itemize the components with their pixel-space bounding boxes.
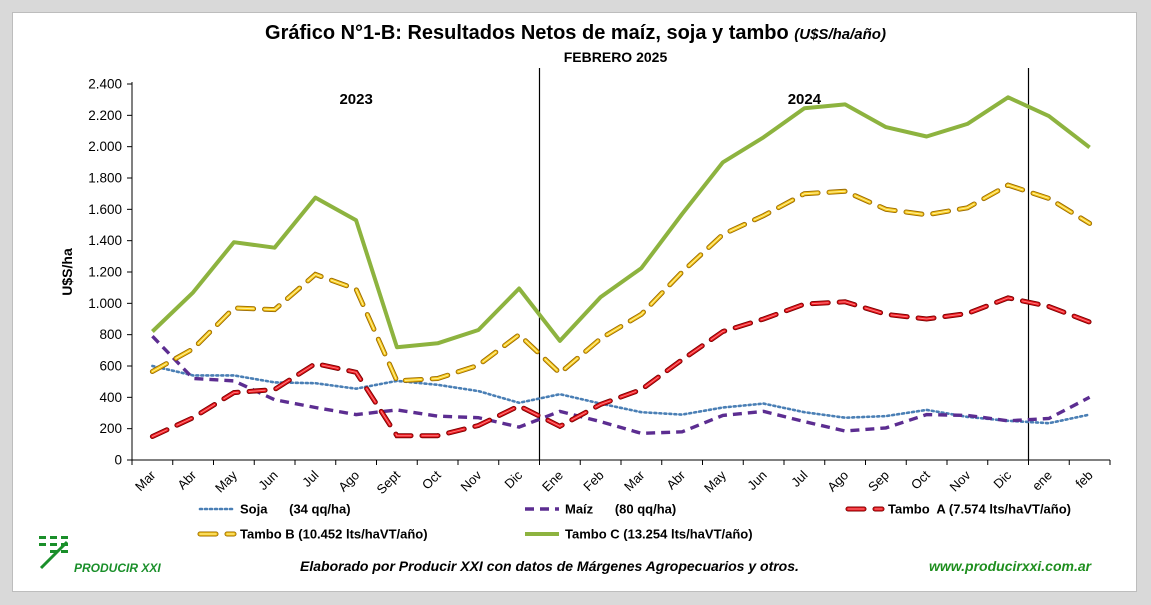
series-path [149,295,1093,439]
y-tick-label: 1.800 [88,171,122,186]
x-tick-label: May [701,467,729,495]
series-line [151,364,1091,425]
series-path [151,335,1091,436]
x-tick-label: Jun [744,468,769,493]
x-tick-label: Jul [299,467,321,489]
series-path [150,296,1092,439]
y-tick-label: 1.200 [88,265,122,280]
y-tick-label: 2.400 [88,77,122,92]
chart-title-text: Gráfico N°1-B: Resultados Netos de maíz,… [265,22,789,44]
x-tick-label: Sep [865,468,892,495]
legend-label: Tambo C (13.254 lts/haVT/año) [565,527,753,542]
x-tick-label: Dic [990,467,1014,491]
legend-label: Maíz (80 qq/ha) [565,502,676,517]
logo-text: PRODUCIR XXI [74,561,161,575]
legend-label: Soja (34 qq/ha) [240,502,351,517]
series-path [151,364,1091,425]
x-tick-label: feb [1072,468,1095,491]
y-tick-label: 1.600 [88,202,122,217]
series-path [151,95,1091,350]
series-line [149,295,1093,439]
chart-frame [12,12,1137,592]
chart-title: Gráfico N°1-B: Resultados Netos de maíz,… [0,22,1151,45]
x-tick-label: Abr [174,467,199,492]
series-path [151,297,1091,437]
y-tick-label: 0 [114,453,122,468]
y-tick-label: 400 [99,390,122,405]
x-tick-label: ene [1029,468,1055,494]
x-tick-label: Abr [663,467,688,492]
year-label: 2024 [788,91,822,108]
y-tick-label: 200 [99,421,122,436]
x-tick-label: Oct [908,467,933,492]
x-tick-label: Ago [335,468,362,495]
x-tick-label: Feb [580,468,606,494]
credit-note: Elaborado por Producir XXI con datos de … [300,558,799,574]
y-axis-label: U$S/ha [59,248,75,296]
legend-label: Tambo A (7.574 lts/haVT/año) [888,502,1071,517]
series-line [151,335,1091,436]
y-tick-label: 1.000 [88,296,122,311]
y-tick-label: 2.000 [88,139,122,154]
series-line [151,95,1091,350]
x-tick-label: Nov [947,467,974,494]
y-tick-label: 800 [99,327,122,342]
chart-subtitle: FEBRERO 2025 [563,49,668,65]
chart-title-unit: (U$S/ha/año) [794,26,886,43]
x-tick-label: Nov [458,467,485,494]
x-tick-label: Ago [824,468,851,495]
legend-label: Tambo B (10.452 lts/haVT/año) [240,527,428,542]
series-path [151,184,1091,382]
producir-logo-icon [39,536,69,570]
x-tick-label: Dic [501,467,525,491]
x-tick-label: May [212,467,240,495]
website-url: www.producirxxi.com.ar [929,558,1092,574]
series-line [149,182,1093,384]
y-tick-label: 600 [99,359,122,374]
y-tick-label: 2.200 [88,108,122,123]
x-tick-label: Jun [255,468,280,493]
x-tick-label: Mar [621,467,648,494]
year-label: 2023 [339,91,372,108]
x-tick-label: Ene [539,468,566,495]
x-tick-label: Sept [373,467,403,497]
x-tick-label: Oct [419,467,444,492]
x-tick-label: Jul [788,467,810,489]
y-tick-label: 1.400 [88,233,122,248]
x-tick-label: Mar [132,467,159,494]
